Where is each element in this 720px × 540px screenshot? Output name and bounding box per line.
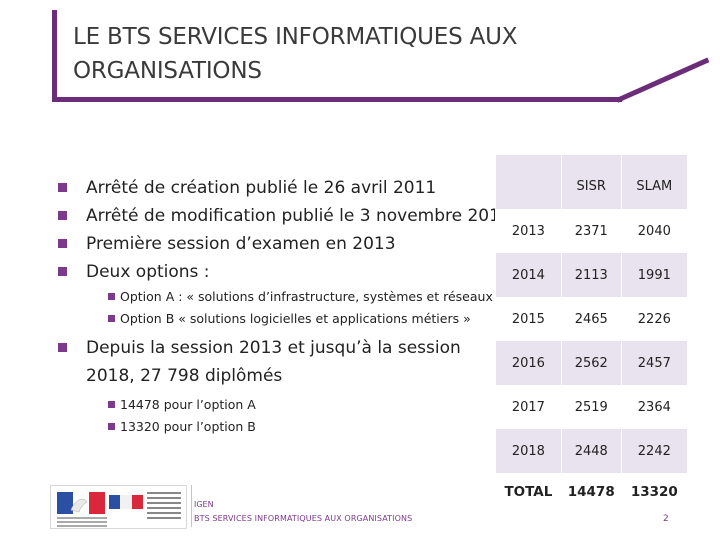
table-cell: 2465 [560,297,622,341]
bullet-creation: Arrêté de création publié le 26 avril 20… [58,174,498,202]
table-cell: 2226 [620,297,687,341]
table-cell: 2113 [560,253,622,297]
table-cell: 2448 [560,429,622,473]
table-cell: TOTAL [495,473,562,511]
table-cell: 2519 [560,385,622,429]
bullet-list: Arrêté de création publié le 26 avril 20… [58,174,511,438]
title-frame [52,10,710,103]
slide-title: LE BTS SERVICES INFORMATIQUES AUX ORGANI… [73,24,518,84]
bullet-square-icon [58,183,67,192]
bullet-square-icon [108,401,115,408]
table-cell: 13320 [620,473,687,511]
table-header-cell: SISR [560,155,622,209]
bullet-square-icon [58,211,67,220]
table-row: 2013 2371 2040 [495,209,687,253]
table-cell: 2364 [620,385,687,429]
table-cell: 2371 [560,209,622,253]
table-cell: 2457 [620,341,687,385]
bullet-square-icon [108,423,115,430]
bullet-first-session: Première session d’examen en 2013 [58,230,498,258]
bullet-square-icon [108,315,115,322]
bullet-graduates: Depuis la session 2013 et jusqu’à la ses… [58,334,496,390]
logo-text-lines [147,492,181,522]
table-cell: 2242 [620,429,687,473]
footer-divider [191,485,192,527]
sub-bullet-option-a: Option A : « solutions d’infrastructure,… [58,286,504,308]
table-cell: 2018 [495,429,562,473]
bullet-square-icon [108,293,115,300]
table-row: 2018 2448 2242 [495,429,687,473]
sub-bullet-graduates-b: 13320 pour l’option B [58,416,498,438]
page-number: 2 [663,514,669,524]
table-cell: 2014 [495,253,562,297]
bullet-options: Deux options : [58,258,498,286]
table-header-row: SISR SLAM [495,155,687,209]
bullet-square-icon [58,267,67,276]
table-cell: 2017 [495,385,562,429]
title-frame-bottom-bar [52,97,622,102]
table-cell: 1991 [620,253,687,297]
bullet-modification: Arrêté de modification publié le 3 novem… [58,202,511,230]
footer-title: BTS SERVICES INFORMATIQUES AUX ORGANISAT… [194,514,413,523]
table-row: 2014 2113 1991 [495,253,687,297]
bullet-square-icon [58,239,67,248]
flag-icon [109,494,143,509]
footer-org: IGEN [194,500,214,509]
table-header-cell [495,155,562,209]
table-row: 2017 2519 2364 [495,385,687,429]
bullet-square-icon [58,343,67,352]
table-total-row: TOTAL 14478 13320 [495,473,687,511]
table-row: 2016 2562 2457 [495,341,687,385]
table-cell: 2015 [495,297,562,341]
table-header-cell: SLAM [620,155,687,209]
sub-bullet-graduates-a: 14478 pour l’option A [58,394,498,416]
table-cell: 2040 [620,209,687,253]
ministry-logo [50,485,187,529]
table-cell: 14478 [560,473,622,511]
table-cell: 2013 [495,209,562,253]
title-frame-left-bar [52,10,57,102]
table-row: 2015 2465 2226 [495,297,687,341]
table-cell: 2562 [560,341,622,385]
table-cell: 2016 [495,341,562,385]
sub-bullet-option-b: Option B « solutions logicielles et appl… [58,308,498,330]
marianne-icon [57,492,105,514]
graduates-table: SISR SLAM 2013 2371 2040 2014 2113 1991 … [495,155,687,511]
logo-subtext-lines [57,517,107,529]
